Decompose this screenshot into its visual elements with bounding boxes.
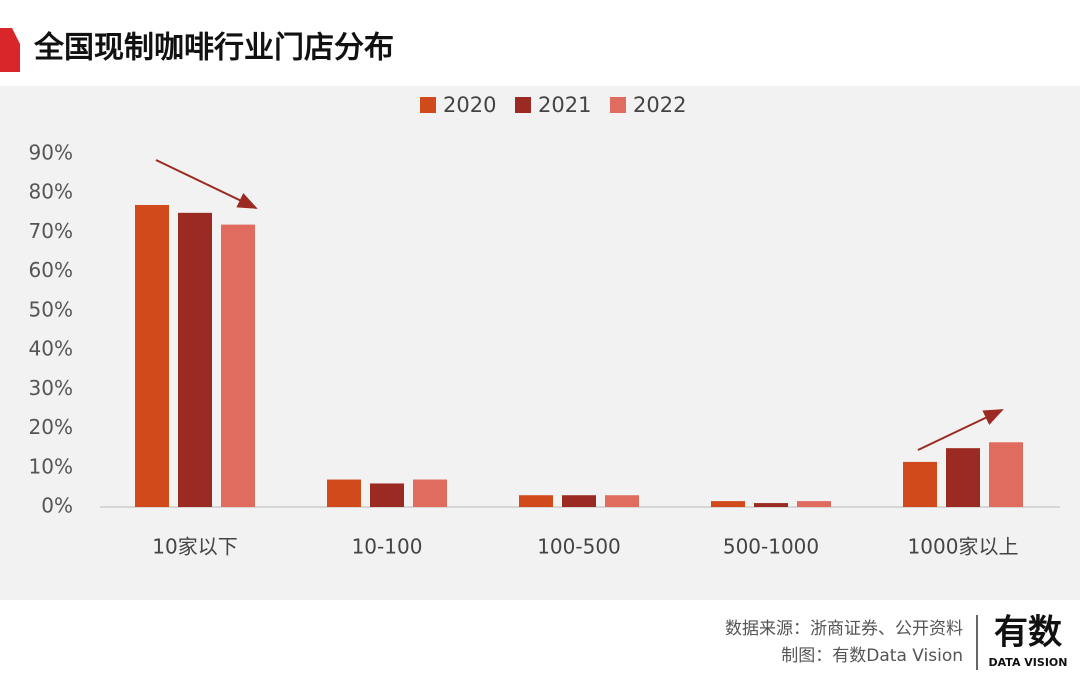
y-tick-label: 50% [29,297,73,321]
bar [562,495,596,507]
legend-label: 2021 [538,93,591,117]
bar [413,479,447,507]
x-tick-label: 10家以下 [152,535,237,559]
credit: 制图：有数Data Vision [781,646,963,666]
bar [605,495,639,507]
trend-arrow [155,159,258,209]
bar [989,442,1023,507]
legend-swatch [610,97,626,113]
y-tick-label: 90% [29,141,73,165]
x-tick-label: 500-1000 [723,535,819,559]
legend-swatch [515,97,531,113]
title-icon [0,28,20,72]
header [0,0,1080,86]
x-tick-label: 100-500 [537,535,621,559]
x-tick-label: 1000家以上 [908,535,1019,559]
y-tick-label: 70% [29,219,73,243]
y-tick-label: 60% [29,258,73,282]
bar [797,501,831,507]
logo: 有数 [994,613,1062,653]
y-tick-label: 40% [29,337,73,361]
footer [0,600,1080,689]
bar [370,483,404,507]
bar [946,448,980,507]
y-tick-label: 80% [29,180,73,204]
legend-label: 2020 [443,93,496,117]
bar [903,461,937,507]
bar [327,479,361,507]
logo-sub: DATA VISION [989,656,1068,669]
chart-title: 全国现制咖啡行业门店分布 [33,31,394,66]
bar [711,501,745,507]
bar [135,204,169,507]
bar [178,212,212,508]
bar [754,503,788,507]
y-tick-label: 30% [29,376,73,400]
trend-arrow [917,409,1004,451]
legend-label: 2022 [633,93,686,117]
y-tick-label: 20% [29,415,73,439]
y-tick-label: 0% [41,494,73,518]
x-tick-label: 10-100 [352,535,423,559]
bar [519,495,553,507]
bar [221,224,255,507]
legend-swatch [420,97,436,113]
y-tick-label: 10% [29,454,73,478]
source: 数据来源：浙商证券、公开资料 [725,619,963,639]
